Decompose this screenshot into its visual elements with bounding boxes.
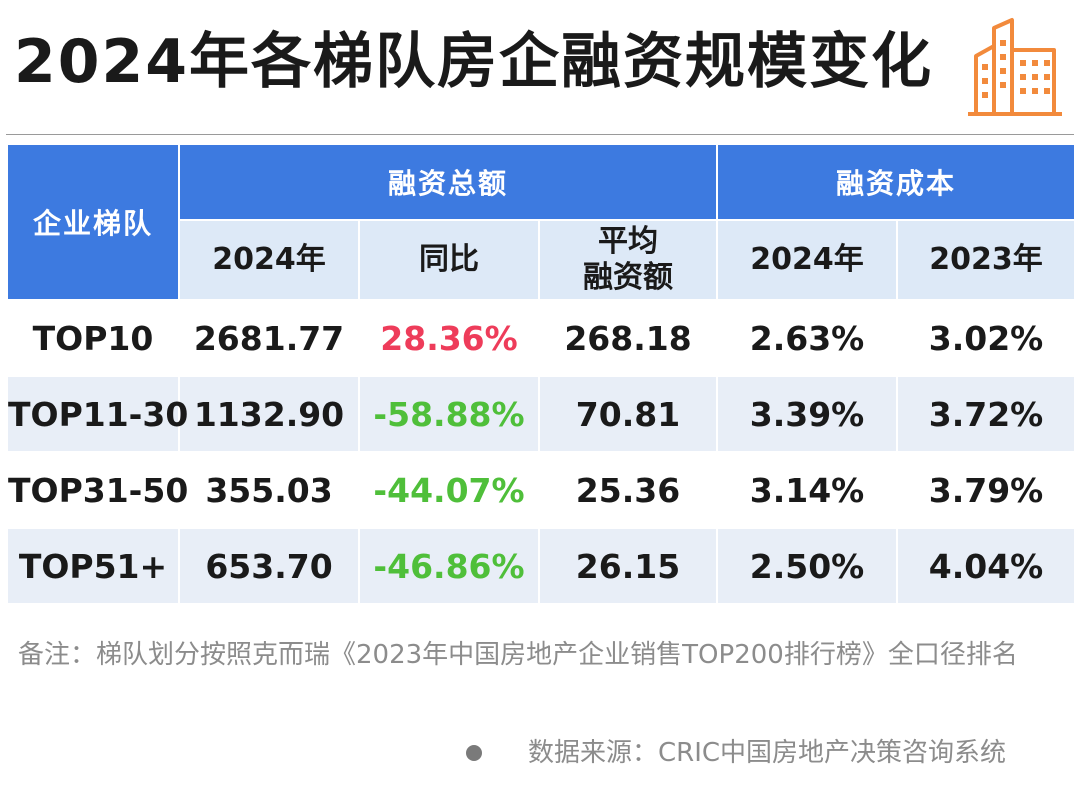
total-cell: 1132.90: [178, 375, 360, 453]
cost-2024-cell: 2.50%: [716, 527, 898, 605]
col-avg-line1: 平均: [598, 224, 658, 259]
tier-cell: TOP51+: [6, 527, 180, 605]
total-cell: 2681.77: [178, 299, 360, 377]
tier-cell: TOP11-30: [6, 375, 188, 453]
footnote: 备注：梯队划分按照克而瑞《2023年中国房地产企业销售TOP200排行榜》全口径…: [18, 640, 1018, 670]
cost-2024-cell: 2.63%: [716, 299, 898, 377]
avg-cell: 268.18: [538, 299, 718, 377]
cost-2024-cell: 3.39%: [716, 375, 898, 453]
building-icon: [968, 18, 1062, 116]
group-total-header: 融资总额: [178, 143, 718, 221]
avg-cell: 26.15: [538, 527, 718, 605]
col-cost-2023: 2023年: [895, 219, 1077, 301]
avg-cell: 25.36: [538, 451, 718, 529]
cost-2024-cell: 3.14%: [716, 451, 898, 529]
cost-2023-cell: 3.02%: [895, 299, 1077, 377]
data-source: 数据来源：CRIC中国房地产决策咨询系统: [528, 738, 1007, 768]
total-cell: 653.70: [178, 527, 360, 605]
yoy-cell: -58.88%: [358, 375, 540, 453]
col-cost-2024: 2024年: [716, 219, 898, 301]
table-row: TOP11-30 1132.90 -58.88% 70.81 3.39% 3.7…: [6, 375, 1077, 453]
table-row: TOP10 2681.77 28.36% 268.18 2.63% 3.02%: [6, 299, 1077, 377]
cost-2023-cell: 3.79%: [895, 451, 1077, 529]
yoy-cell: -46.86%: [358, 527, 540, 605]
col-avg: 平均 融资额: [538, 219, 718, 301]
total-cell: 355.03: [178, 451, 360, 529]
dot-icon: [466, 745, 482, 761]
avg-cell: 70.81: [538, 375, 718, 453]
tier-cell: TOP10: [6, 299, 180, 377]
tier-header: 企业梯队: [6, 143, 180, 301]
cost-2023-cell: 3.72%: [895, 375, 1077, 453]
col-avg-line2: 融资额: [583, 260, 673, 295]
table-row: TOP51+ 653.70 -46.86% 26.15 2.50% 4.04%: [6, 527, 1077, 605]
financing-table: 企业梯队 融资总额 融资成本 2024年 同比 平均 融资额 2024年 202…: [6, 143, 1077, 605]
group-cost-header: 融资成本: [715, 143, 1077, 221]
title-divider: [6, 134, 1074, 135]
col-total-2024: 2024年: [178, 219, 360, 301]
table-row: TOP31-50 355.03 -44.07% 25.36 3.14% 3.79…: [6, 451, 1077, 529]
tier-cell: TOP31-50: [6, 451, 188, 529]
yoy-cell: -44.07%: [358, 451, 540, 529]
col-yoy: 同比: [358, 219, 540, 301]
yoy-cell: 28.36%: [358, 299, 540, 377]
cost-2023-cell: 4.04%: [895, 527, 1077, 605]
page-title: 2024年各梯队房企融资规模变化: [14, 27, 933, 97]
